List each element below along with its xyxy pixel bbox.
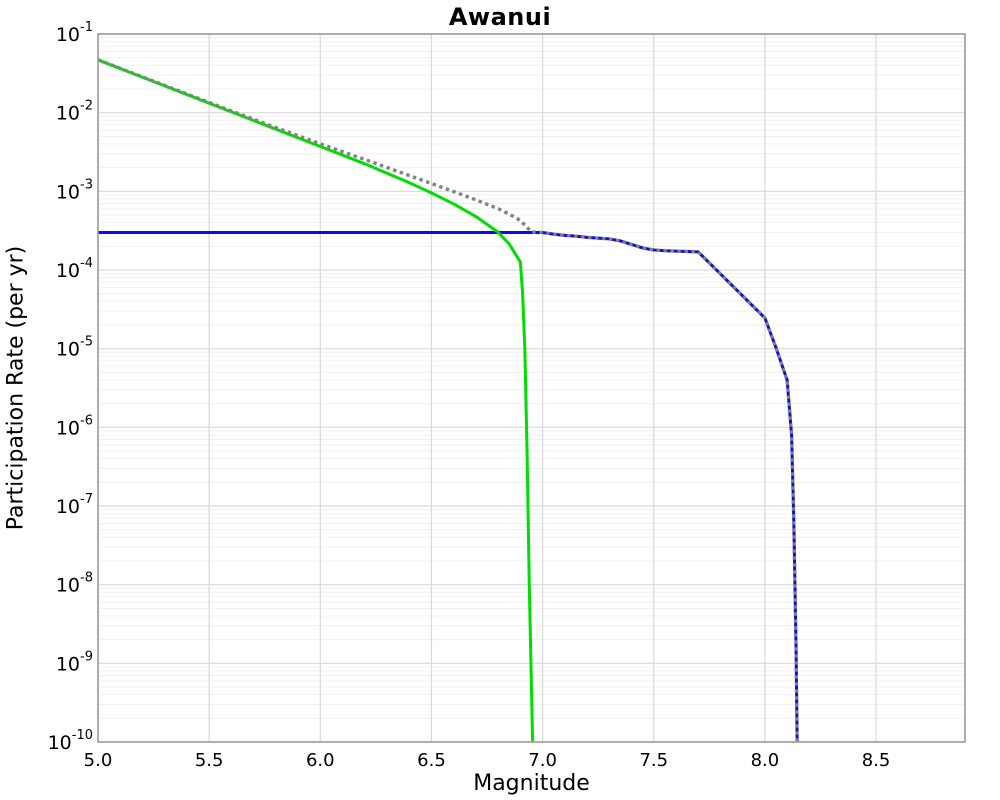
y-tick-label: 10-8 xyxy=(56,571,93,597)
y-axis-title: Participation Rate (per yr) xyxy=(3,245,29,531)
x-tick-label: 6.5 xyxy=(417,750,446,771)
x-tick-label: 5.5 xyxy=(195,750,224,771)
y-tick-label: 10-5 xyxy=(56,335,93,361)
x-tick-label: 8.0 xyxy=(751,750,780,771)
plot-border xyxy=(97,33,966,743)
y-tick-label: 10-4 xyxy=(56,256,93,282)
series-green-solid xyxy=(98,58,535,742)
series-blue-solid xyxy=(98,230,799,742)
x-tick-label: 6.0 xyxy=(306,750,335,771)
x-tick-label: 8.5 xyxy=(862,750,891,771)
y-tick-label: 10-10 xyxy=(48,728,93,754)
y-tick-label: 10-6 xyxy=(56,413,93,439)
y-tick-label: 10-9 xyxy=(56,649,93,675)
x-tick-label: 7.0 xyxy=(528,750,557,771)
chart-title: Awanui xyxy=(448,3,552,31)
series-gray-dotted-total xyxy=(98,58,799,742)
y-tick-label: 10-1 xyxy=(56,20,93,46)
x-tick-label: 5.0 xyxy=(84,750,113,771)
y-tick-label: 10-3 xyxy=(56,177,93,203)
x-tick-label: 7.5 xyxy=(639,750,668,771)
x-axis-title: Magnitude xyxy=(473,771,590,796)
y-tick-label: 10-2 xyxy=(56,99,93,125)
y-tick-label: 10-7 xyxy=(56,492,93,518)
